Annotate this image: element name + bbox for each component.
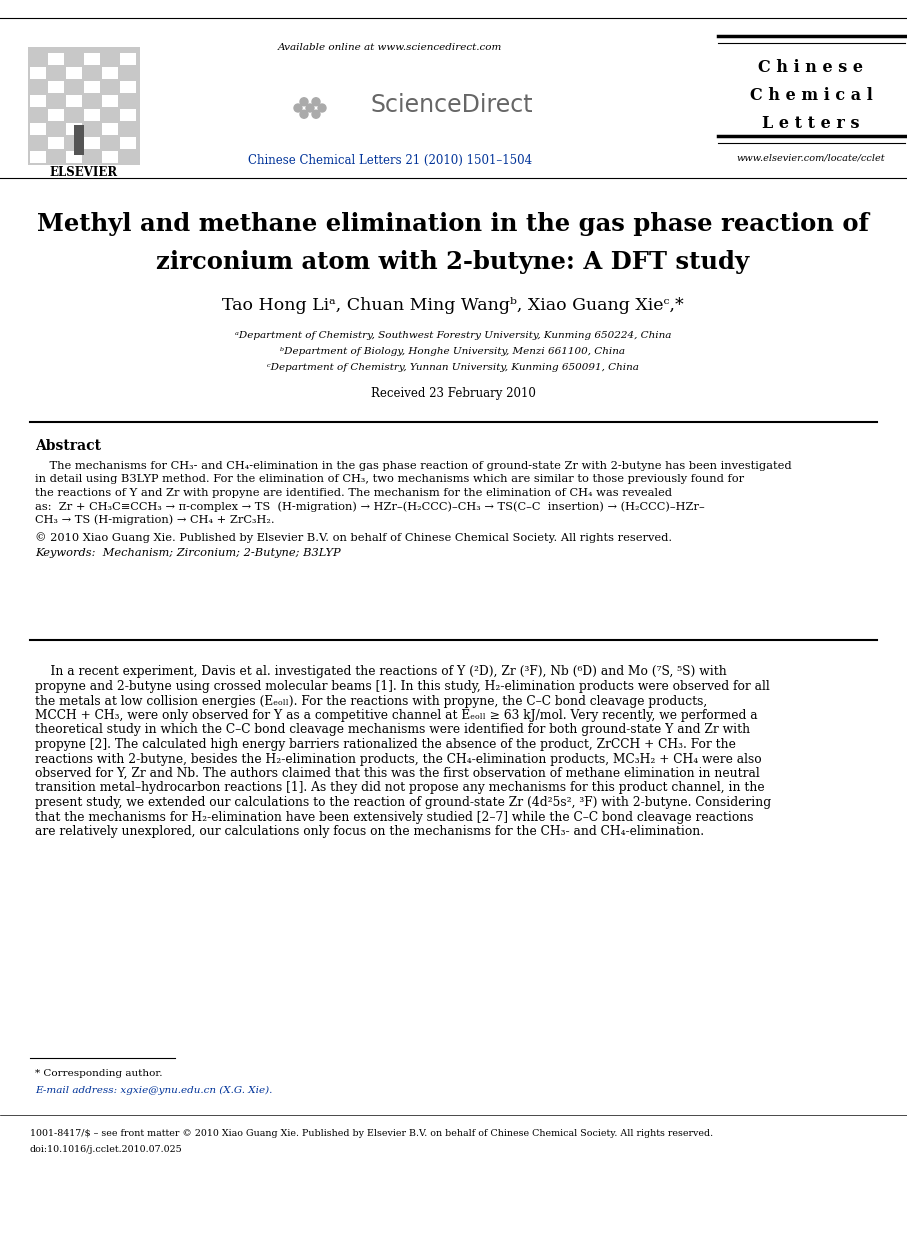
Bar [66,151,82,163]
Bar [102,95,118,106]
Bar [30,95,46,106]
Text: are relatively unexplored, our calculations only focus on the mechanisms for the: are relatively unexplored, our calculati… [35,825,704,838]
Text: the reactions of Y and Zr with propyne are identified. The mechanism for the eli: the reactions of Y and Zr with propyne a… [35,488,672,498]
Circle shape [318,104,326,111]
Text: propyne [2]. The calculated high energy barriers rationalized the absence of the: propyne [2]. The calculated high energy … [35,738,736,751]
Circle shape [300,98,308,105]
Text: observed for Y, Zr and Nb. The authors claimed that this was the first observati: observed for Y, Zr and Nb. The authors c… [35,768,760,780]
Text: Available online at www.sciencedirect.com: Available online at www.sciencedirect.co… [278,43,502,52]
Text: Received 23 February 2010: Received 23 February 2010 [371,387,535,401]
Bar [120,80,136,93]
Text: E-mail address: xgxie@ynu.edu.cn (X.G. Xie).: E-mail address: xgxie@ynu.edu.cn (X.G. X… [35,1086,272,1094]
Text: the metals at low collision energies (Eₑₒₗₗ). For the reactions with propyne, th: the metals at low collision energies (Eₑ… [35,695,707,707]
Text: * Corresponding author.: * Corresponding author. [35,1070,162,1078]
Text: transition metal–hydrocarbon reactions [1]. As they did not propose any mechanis: transition metal–hydrocarbon reactions [… [35,781,765,795]
Bar [84,109,100,121]
Circle shape [306,104,314,111]
Bar [84,80,100,93]
Bar [102,67,118,79]
Text: www.elsevier.com/locate/cclet: www.elsevier.com/locate/cclet [736,154,885,162]
Text: present study, we extended our calculations to the reaction of ground-state Zr (: present study, we extended our calculati… [35,796,771,808]
Text: ᵇDepartment of Biology, Honghe University, Menzi 661100, China: ᵇDepartment of Biology, Honghe Universit… [280,348,626,357]
Text: that the mechanisms for H₂-elimination have been extensively studied [2–7] while: that the mechanisms for H₂-elimination h… [35,811,754,823]
Text: C h i n e s e: C h i n e s e [758,59,863,77]
Text: Keywords:  Mechanism; Zirconium; 2-Butyne; B3LYP: Keywords: Mechanism; Zirconium; 2-Butyne… [35,547,341,557]
Text: as:  Zr + CH₃C≡CCH₃ → π-complex → TS  (H-migration) → HZr–(H₂CCC)–CH₃ → TS(C–C  : as: Zr + CH₃C≡CCH₃ → π-complex → TS (H-m… [35,501,705,511]
Bar [48,109,64,121]
Bar [66,95,82,106]
Bar [74,125,84,155]
Text: reactions with 2-butyne, besides the H₂-elimination products, the CH₄-eliminatio: reactions with 2-butyne, besides the H₂-… [35,753,762,765]
Bar [120,137,136,149]
Bar [102,151,118,163]
Text: Abstract: Abstract [35,439,101,453]
Bar [84,137,100,149]
Text: in detail using B3LYP method. For the elimination of CH₃, two mechanisms which a: in detail using B3LYP method. For the el… [35,474,744,484]
Text: doi:10.1016/j.cclet.2010.07.025: doi:10.1016/j.cclet.2010.07.025 [30,1145,182,1155]
Bar [66,67,82,79]
Circle shape [294,104,302,111]
Text: C h e m i c a l: C h e m i c a l [749,88,873,104]
Bar [66,123,82,135]
Text: theoretical study in which the C–C bond cleavage mechanisms were identified for : theoretical study in which the C–C bond … [35,723,750,737]
Text: Tao Hong Liᵃ, Chuan Ming Wangᵇ, Xiao Guang Xieᶜ,*: Tao Hong Liᵃ, Chuan Ming Wangᵇ, Xiao Gua… [222,296,684,313]
Bar [48,53,64,66]
Bar [30,123,46,135]
Text: Chinese Chemical Letters 21 (2010) 1501–1504: Chinese Chemical Letters 21 (2010) 1501–… [248,154,532,166]
Text: propyne and 2-butyne using crossed molecular beams [1]. In this study, H₂-elimin: propyne and 2-butyne using crossed molec… [35,680,770,693]
Text: ᶜDepartment of Chemistry, Yunnan University, Kunming 650091, China: ᶜDepartment of Chemistry, Yunnan Univers… [267,364,639,373]
Text: ᵃDepartment of Chemistry, Southwest Forestry University, Kunming 650224, China: ᵃDepartment of Chemistry, Southwest Fore… [235,332,671,340]
Text: L e t t e r s: L e t t e r s [762,115,860,132]
Text: CH₃ → TS (H-migration) → CH₄ + ZrC₃H₂.: CH₃ → TS (H-migration) → CH₄ + ZrC₃H₂. [35,515,275,525]
Bar [30,151,46,163]
Text: Methyl and methane elimination in the gas phase reaction of: Methyl and methane elimination in the ga… [37,212,869,236]
Bar [120,53,136,66]
Bar [30,67,46,79]
Circle shape [312,110,320,119]
Text: The mechanisms for CH₃- and CH₄-elimination in the gas phase reaction of ground-: The mechanisms for CH₃- and CH₄-eliminat… [35,461,792,470]
Circle shape [312,98,320,105]
Bar [48,80,64,93]
Bar [84,53,100,66]
Bar [28,47,140,165]
Bar [48,137,64,149]
Text: zirconium atom with 2-butyne: A DFT study: zirconium atom with 2-butyne: A DFT stud… [156,250,749,274]
Text: ScienceDirect: ScienceDirect [370,93,532,118]
Text: MCCH + CH₃, were only observed for Y as a competitive channel at Eₑₒₗₗ ≥ 63 kJ/m: MCCH + CH₃, were only observed for Y as … [35,709,757,722]
Text: In a recent experiment, Davis et al. investigated the reactions of Y (²D), Zr (³: In a recent experiment, Davis et al. inv… [35,666,727,678]
Text: © 2010 Xiao Guang Xie. Published by Elsevier B.V. on behalf of Chinese Chemical : © 2010 Xiao Guang Xie. Published by Else… [35,532,672,543]
Bar [120,109,136,121]
Text: ELSEVIER: ELSEVIER [50,166,118,178]
Text: 1001-8417/$ – see front matter © 2010 Xiao Guang Xie. Published by Elsevier B.V.: 1001-8417/$ – see front matter © 2010 Xi… [30,1129,713,1138]
Circle shape [300,110,308,119]
Bar [102,123,118,135]
